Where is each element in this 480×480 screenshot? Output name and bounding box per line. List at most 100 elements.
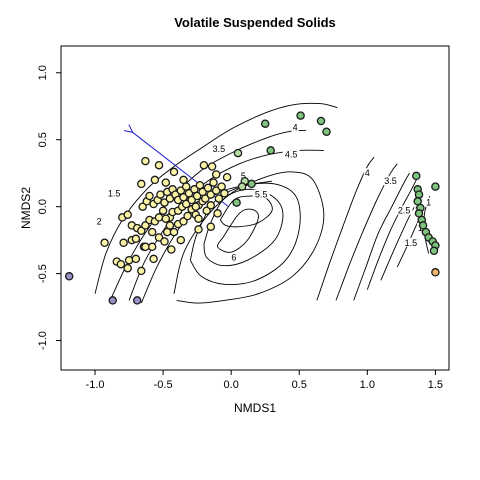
data-point-84	[211, 170, 221, 179]
contour-label-bg	[239, 170, 247, 180]
contour-label-bg	[210, 144, 228, 154]
data-point-47	[145, 191, 154, 201]
contour-line-2	[110, 129, 307, 298]
x-axis: -1.0 -0.5 0.0 0.5 1.0 1.5	[86, 370, 443, 391]
data-point-120	[431, 268, 440, 277]
data-point-9	[131, 254, 141, 264]
data-point-3	[132, 296, 142, 305]
data-point-119	[431, 182, 440, 191]
data-point-98	[266, 146, 275, 155]
contour-line-14	[380, 198, 420, 281]
x-tick-label: 0.0	[224, 379, 239, 391]
data-point-7	[123, 263, 132, 273]
y-tick-label: 0.5	[37, 132, 49, 147]
data-point-86	[165, 221, 175, 230]
contour-label-3: 3.5	[213, 144, 226, 154]
contour-label-bg	[402, 237, 420, 247]
data-point-118	[429, 246, 439, 256]
data-point-108	[414, 190, 424, 199]
data-point-25	[183, 211, 192, 221]
data-point-29	[137, 226, 146, 236]
data-point-1	[64, 272, 74, 281]
data-point-69	[209, 178, 218, 187]
contour-lines	[94, 102, 431, 304]
data-point-45	[138, 202, 147, 211]
x-tick-label: -1.0	[86, 379, 105, 391]
data-point-63	[192, 191, 202, 201]
x-tick-label: -0.5	[154, 379, 173, 391]
data-point-53	[165, 194, 175, 203]
data-point-4	[100, 238, 109, 248]
data-point-17	[147, 242, 157, 252]
data-point-92	[167, 245, 176, 254]
data-point-93	[194, 225, 203, 234]
contour-label-1: 1.5	[108, 188, 121, 198]
contour-label-bg	[95, 216, 103, 226]
y-axis-label: NMDS2	[19, 187, 33, 229]
data-point-90	[176, 235, 186, 245]
data-point-6	[116, 259, 126, 269]
contour-label-15: 1	[426, 198, 431, 208]
data-point-75	[141, 156, 150, 166]
data-point-66	[201, 194, 210, 203]
data-point-30	[141, 221, 150, 230]
data-point-21	[169, 227, 179, 237]
data-point-16	[149, 254, 158, 264]
data-point-14	[131, 234, 141, 244]
contour-label-11: 2.5	[398, 206, 411, 216]
plot-frame	[60, 45, 450, 371]
contour-line-10	[316, 156, 375, 301]
data-point-71	[214, 194, 224, 203]
data-point-77	[169, 167, 179, 177]
data-point-58	[179, 193, 188, 202]
data-point-82	[199, 160, 209, 170]
contour-label-bg	[230, 252, 238, 262]
data-point-74	[222, 172, 232, 182]
contour-line-7	[203, 188, 284, 267]
data-point-10	[137, 266, 146, 276]
data-point-96	[233, 148, 243, 158]
data-point-81	[179, 175, 188, 185]
data-point-76	[154, 160, 164, 170]
data-point-85	[147, 227, 157, 237]
data-point-34	[158, 206, 168, 215]
data-point-8	[124, 255, 134, 265]
data-point-94	[191, 202, 201, 211]
contour-label-bg	[291, 122, 299, 132]
contour-label-8: 4	[293, 123, 298, 133]
contour-label-10: 3.5	[384, 176, 397, 186]
contour-line-12	[353, 172, 410, 301]
contour-label-bg	[105, 188, 123, 198]
contour-label-bg	[395, 205, 413, 215]
data-point-99	[296, 111, 305, 120]
data-point-50	[156, 190, 165, 199]
data-point-24	[179, 217, 188, 226]
data-point-95	[206, 201, 216, 210]
data-point-73	[220, 189, 229, 198]
data-point-44	[202, 206, 211, 215]
data-point-33	[154, 213, 164, 222]
y-tick-label: 0.0	[37, 199, 49, 214]
data-point-104	[237, 182, 247, 191]
x-tick-label: 1.0	[360, 379, 375, 391]
data-point-91	[141, 242, 150, 252]
y-tick-label: 1.0	[37, 65, 49, 80]
x-tick-label: 0.5	[292, 379, 307, 391]
data-point-100	[316, 116, 326, 126]
y-tick-label: -0.5	[37, 264, 49, 283]
data-point-80	[161, 178, 171, 187]
contour-label-2: 2	[97, 216, 102, 226]
contour-label-7: 4.5	[285, 149, 298, 159]
data-point-78	[137, 179, 146, 189]
data-point-106	[412, 171, 421, 181]
data-point-79	[150, 175, 160, 185]
data-point-2	[108, 296, 117, 305]
contour-label-9: 4	[365, 168, 370, 178]
contour-line-11	[335, 163, 398, 301]
data-point-26	[123, 210, 132, 219]
contour-label-13: 1.5	[405, 238, 418, 248]
contour-line-6	[216, 208, 259, 253]
data-point-105	[232, 198, 241, 207]
